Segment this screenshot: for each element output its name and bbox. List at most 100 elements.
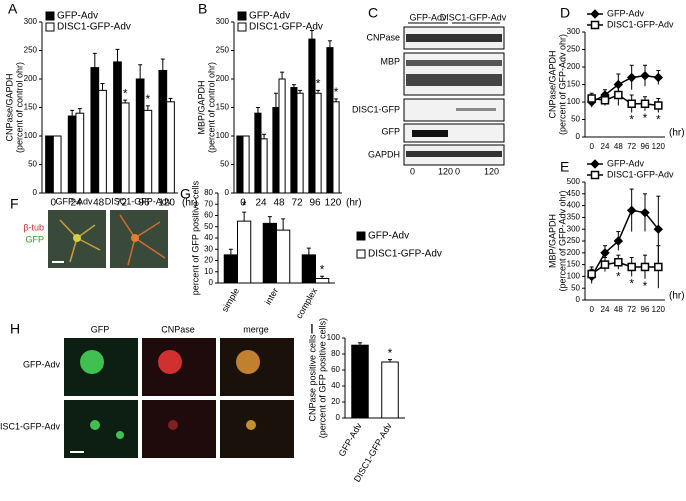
- blot-group: GFP-Adv: [409, 12, 447, 22]
- y-tick-label: 100: [216, 131, 230, 140]
- x-tick-label: 120: [652, 142, 666, 151]
- y-tick-label: 10: [204, 267, 213, 276]
- cell-body: [131, 234, 139, 242]
- lane-label: 0: [455, 166, 460, 176]
- y-tick-label: 40: [331, 381, 340, 390]
- y-tick-label: 50: [571, 283, 580, 292]
- x-tick-label: 72: [627, 142, 636, 151]
- y-tick-label: 80: [204, 188, 213, 197]
- image-column: DISC1-GFP-Adv: [105, 196, 172, 206]
- marker: [614, 257, 623, 267]
- blot-box: [403, 123, 505, 143]
- marker: [640, 262, 650, 272]
- legend-label: DISC1-GFP-Adv: [57, 22, 131, 33]
- y-tick-label: 0: [576, 132, 581, 141]
- x-unit: (hr): [182, 198, 198, 209]
- band: [456, 108, 496, 111]
- bar: [75, 112, 85, 194]
- marker: [600, 260, 610, 269]
- y-tick-label: 50: [220, 160, 229, 169]
- y-tick-label: 70: [204, 199, 213, 208]
- image-column: CNPase: [161, 324, 195, 334]
- x-tick-label: 96: [641, 305, 650, 314]
- x-tick-label: 48: [273, 198, 285, 209]
- x-tick-label: 24: [255, 198, 267, 209]
- marker: [654, 101, 663, 110]
- y-tick-label: 200: [567, 62, 581, 71]
- blot-group: DISC1-GFP-Adv: [440, 12, 507, 22]
- y-tick-label: 250: [216, 46, 230, 55]
- y-tick-label: 0: [336, 413, 341, 422]
- legend-label: DISC1-GFP-Adv: [607, 19, 674, 29]
- image-column: GFP: [91, 324, 110, 334]
- cell: [59, 219, 101, 263]
- cell: [168, 420, 178, 430]
- legend-label: GFP-Adv: [249, 11, 290, 22]
- y-tick-label: 60: [204, 211, 213, 220]
- significance: *: [643, 111, 648, 125]
- x-unit: (hr): [669, 291, 685, 302]
- bar: [166, 101, 175, 194]
- cell: [246, 420, 256, 430]
- y-tick-label: 100: [567, 272, 581, 281]
- y-tick-label: 250: [24, 46, 38, 55]
- blot-row-label: CNPase: [366, 32, 400, 42]
- bar: [315, 278, 330, 284]
- blot-row-label: GFP: [381, 126, 400, 136]
- x-tick-label: 96: [641, 142, 650, 151]
- marker: [614, 90, 623, 100]
- bar: [223, 254, 239, 284]
- x-tick-label: simple: [220, 286, 242, 314]
- cell: [90, 420, 100, 430]
- marker: [587, 269, 596, 279]
- y-tick-label: 0: [33, 188, 38, 197]
- band: [406, 34, 502, 42]
- bar: [98, 89, 107, 194]
- legend-swatch: [45, 22, 55, 32]
- panel-label: H: [10, 321, 20, 337]
- significance: *: [123, 86, 128, 100]
- y-tick-label: 100: [567, 97, 581, 106]
- bar: [290, 87, 298, 194]
- y-tick-label: 50: [28, 160, 37, 169]
- bar: [278, 78, 286, 194]
- x-unit: (hr): [669, 128, 685, 139]
- cell-body: [73, 234, 81, 242]
- y-tick-label: 300: [24, 17, 38, 26]
- y-tick-label: 450: [567, 189, 581, 198]
- y-tick-label: 150: [567, 260, 581, 269]
- x-unit: (hr): [346, 198, 362, 209]
- bar: [381, 361, 399, 419]
- significance: *: [388, 346, 393, 360]
- y-tick-label: 200: [24, 74, 38, 83]
- cell: [158, 350, 182, 374]
- legend-marker: [590, 9, 600, 19]
- legend-swatch: [356, 231, 366, 241]
- marker: [600, 96, 610, 105]
- bar: [301, 254, 316, 284]
- significance: *: [643, 279, 648, 293]
- panel-label: C: [368, 5, 378, 21]
- marker: [587, 94, 596, 103]
- lane-label: 120: [484, 166, 499, 176]
- y-axis-label: (percent of GFP-Adv ohr): [557, 34, 567, 135]
- bar: [45, 135, 54, 194]
- y-tick-label: 60: [331, 365, 340, 374]
- x-tick-label: 72: [116, 198, 128, 209]
- bar: [272, 107, 280, 194]
- marker: [653, 224, 664, 234]
- x-tick-label: 120: [158, 198, 175, 209]
- y-axis-label: CNPase/GAPDH: [4, 73, 14, 141]
- significance: *: [320, 262, 325, 276]
- legend-swatch: [237, 11, 247, 21]
- bar: [326, 47, 334, 194]
- micrograph: [142, 400, 216, 458]
- bar: [314, 92, 322, 194]
- x-tick-label: 96: [309, 198, 321, 209]
- y-tick-label: 0: [576, 295, 581, 304]
- cell: [236, 350, 260, 374]
- y-tick-label: 30: [204, 244, 213, 253]
- y-tick-label: 20: [204, 256, 213, 265]
- y-tick-label: 150: [567, 80, 581, 89]
